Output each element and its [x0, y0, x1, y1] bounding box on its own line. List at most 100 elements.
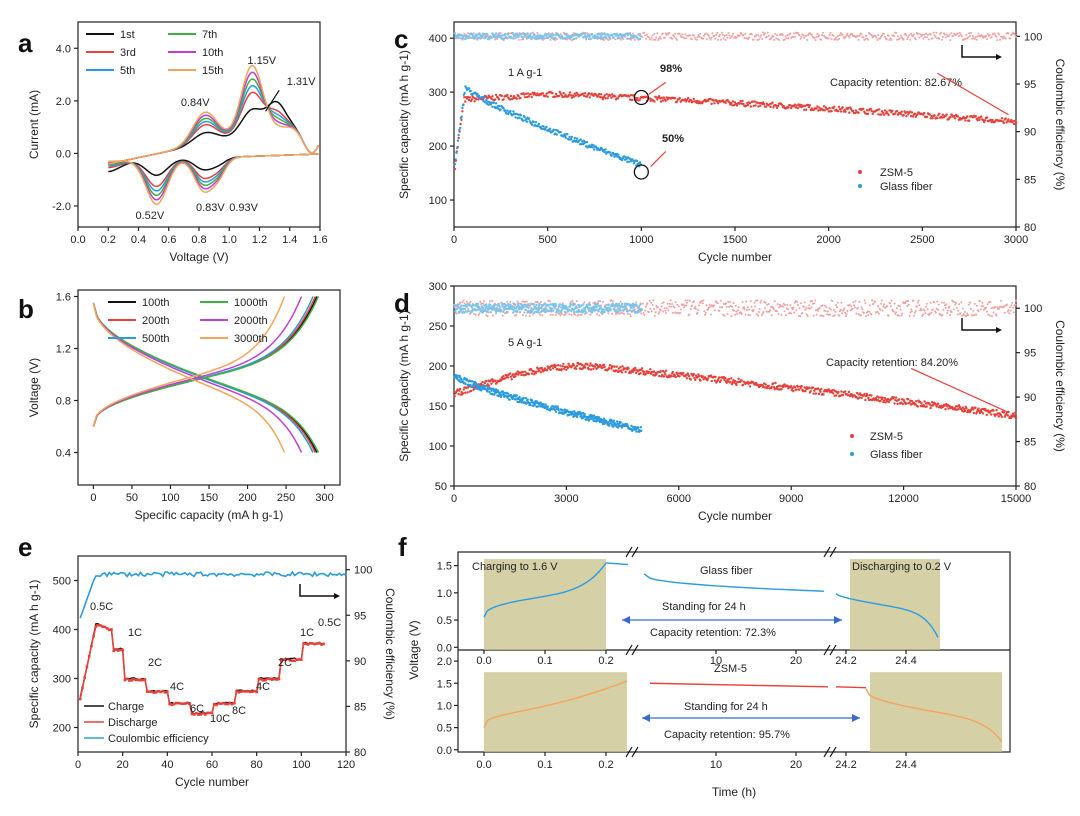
- capacity-point-zsm5: [804, 389, 807, 393]
- discharge-point: [221, 701, 225, 705]
- ce-point-glass-fiber: [605, 36, 608, 39]
- ce-point-glass-fiber: [518, 311, 522, 314]
- capacity-point-zsm5: [940, 116, 944, 119]
- capacity-point-glass-fiber: [559, 131, 562, 134]
- capacity-point-zsm5: [546, 95, 549, 98]
- ce-point-zsm5: [492, 314, 494, 317]
- ce-point-zsm5: [786, 34, 789, 37]
- capacity-point-zsm5: [963, 409, 967, 413]
- ce-point-zsm5: [965, 33, 968, 36]
- capacity-point-glass-fiber: [490, 389, 493, 392]
- capacity-point-glass-fiber: [580, 415, 583, 418]
- ce-point-zsm5: [974, 36, 977, 38]
- discharge-point: [288, 659, 292, 662]
- ce-point-zsm5: [665, 307, 668, 310]
- ce-point-zsm5: [810, 33, 813, 36]
- ce-point-zsm5: [659, 309, 662, 312]
- ce-point-glass-fiber: [476, 302, 480, 306]
- ce-point-zsm5: [957, 35, 960, 37]
- ce-point-zsm5: [559, 33, 562, 36]
- ce-point-zsm5: [665, 33, 668, 36]
- ce-point-zsm5: [732, 32, 735, 35]
- ce-point-zsm5: [786, 303, 789, 306]
- capacity-point-zsm5: [658, 97, 662, 100]
- capacity-point-zsm5: [833, 105, 836, 108]
- discharge-point: [208, 711, 212, 715]
- capacity-point-zsm5: [509, 372, 512, 375]
- ce-point-zsm5: [882, 32, 885, 35]
- ce-point-zsm5: [924, 36, 927, 39]
- capacity-point-zsm5: [510, 378, 513, 381]
- ce-point-zsm5: [570, 313, 573, 316]
- axis-break: [823, 746, 837, 758]
- ce-point-zsm5: [967, 36, 970, 39]
- y-axis-label: Specific Capacity (mA h g-1): [397, 310, 411, 461]
- ce-point-glass-fiber: [632, 309, 635, 312]
- capacity-point-zsm5: [719, 379, 722, 382]
- capacity-point-zsm5: [789, 104, 792, 107]
- ce-point-zsm5: [844, 311, 847, 314]
- discharge-point: [99, 624, 102, 627]
- capacity-point-glass-fiber: [610, 419, 613, 422]
- x-tick-label: 0.6: [161, 234, 176, 246]
- capacity-point-zsm5: [628, 98, 632, 101]
- ce-point-glass-fiber: [517, 307, 521, 310]
- capacity-point-zsm5: [1006, 414, 1009, 417]
- capacity-point-zsm5: [713, 379, 716, 382]
- capacity-point-zsm5: [1005, 121, 1008, 124]
- charge-curve-100th: [92, 296, 318, 427]
- capacity-point-zsm5: [561, 95, 564, 99]
- ce-point-glass-fiber: [560, 35, 564, 38]
- x-tick-label: 9000: [779, 493, 803, 505]
- ce-point-zsm5: [897, 35, 899, 38]
- ce-point-zsm5: [913, 311, 916, 314]
- legend-label-ZSM-5: ZSM-5: [870, 431, 903, 443]
- ce-point-zsm5: [644, 309, 647, 312]
- capacity-point-glass-fiber: [483, 96, 486, 99]
- y2-tick-label: 95: [1024, 79, 1036, 91]
- capacity-point-zsm5: [807, 106, 811, 109]
- discharge-point: [246, 690, 250, 693]
- capacity-point-zsm5: [835, 394, 838, 397]
- ce-point-zsm5: [776, 34, 779, 37]
- ce-point-zsm5: [955, 302, 958, 305]
- capacity-point-zsm5: [797, 103, 800, 106]
- capacity-point-glass-fiber: [532, 120, 535, 124]
- discharge-point: [248, 690, 252, 694]
- discharge-point: [139, 678, 142, 682]
- ce-point-zsm5: [867, 314, 870, 317]
- capacity-point-zsm5: [968, 119, 971, 122]
- capacity-point-zsm5: [544, 94, 547, 97]
- capacity-point-zsm5: [864, 112, 868, 115]
- ce-point-zsm5: [952, 300, 955, 303]
- ce-point-zsm5: [707, 308, 709, 311]
- ce-point-zsm5: [719, 306, 721, 309]
- capacity-point-zsm5: [985, 413, 988, 417]
- capacity-point-zsm5: [611, 93, 614, 96]
- capacity-point-zsm5: [500, 94, 503, 98]
- capacity-point-zsm5: [1002, 411, 1006, 414]
- ce-point-zsm5: [740, 313, 743, 315]
- ce-point-zsm5: [720, 38, 722, 41]
- capacity-point-zsm5: [598, 92, 601, 96]
- capacity-point-zsm5: [663, 371, 666, 374]
- discharge-curve-1000th: [92, 302, 320, 453]
- ce-point-zsm5: [805, 34, 808, 37]
- capacity-point-zsm5: [649, 368, 652, 371]
- capacity-point-zsm5: [671, 370, 674, 374]
- capacity-point-zsm5: [858, 396, 861, 399]
- discharge-point: [230, 702, 234, 706]
- ce-point-zsm5: [461, 301, 464, 304]
- y-tick-label: 1.0: [437, 700, 452, 712]
- capacity-point-zsm5: [490, 382, 493, 385]
- ce-point-zsm5: [708, 36, 711, 39]
- ce-point-zsm5: [491, 299, 494, 302]
- capacity-point-zsm5: [731, 104, 734, 107]
- ce-point-zsm5: [990, 307, 993, 310]
- capacity-point-zsm5: [877, 396, 881, 399]
- capacity-point-zsm5: [649, 372, 653, 375]
- ce-point-zsm5: [654, 38, 657, 41]
- ce-point-zsm5: [673, 306, 676, 309]
- ce-point-zsm5: [880, 299, 883, 302]
- capacity-point-glass-fiber: [522, 396, 525, 400]
